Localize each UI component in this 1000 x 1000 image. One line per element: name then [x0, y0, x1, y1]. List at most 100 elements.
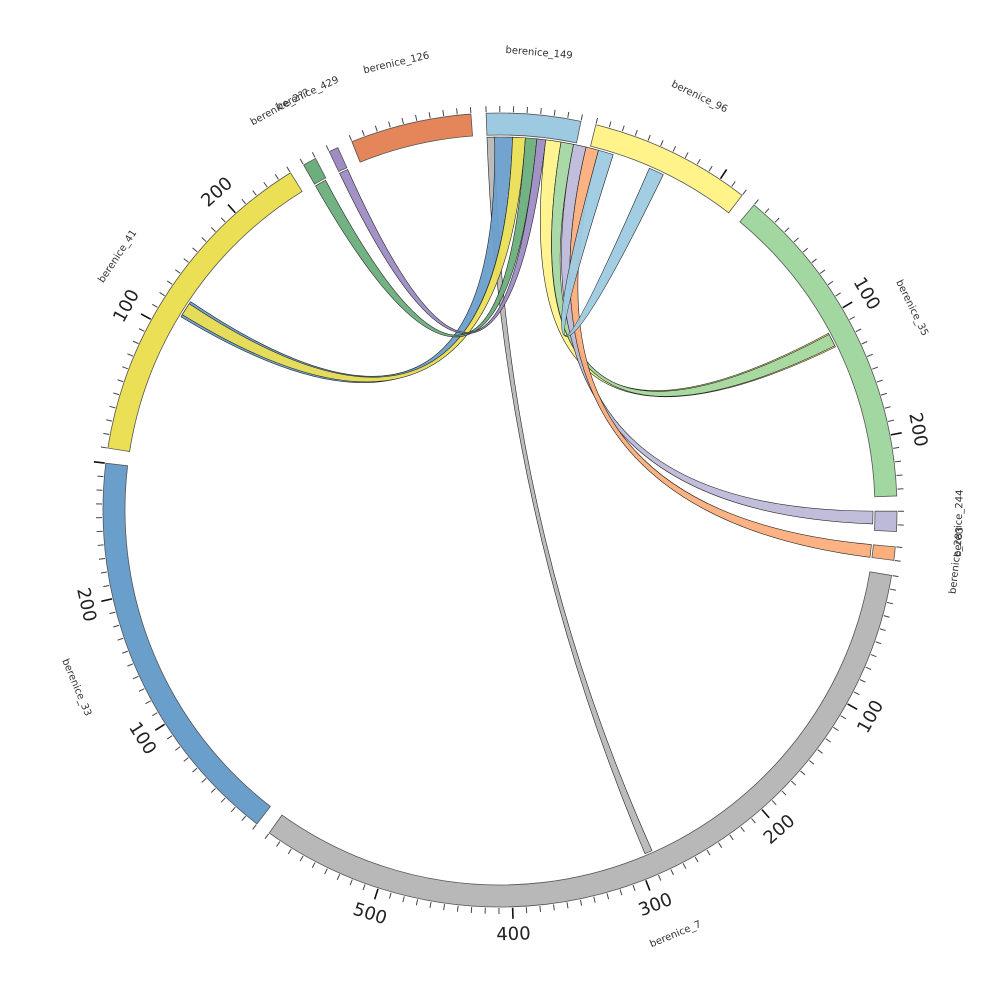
- minor-tick: [684, 152, 689, 158]
- minor-tick: [210, 227, 216, 232]
- minor-tick: [106, 419, 113, 422]
- minor-tick: [867, 353, 873, 357]
- minor-tick: [132, 675, 139, 680]
- minor-tick: [183, 258, 189, 263]
- minor-tick: [103, 584, 110, 588]
- minor-tick: [835, 292, 841, 297]
- ribbon-layer: [180, 136, 874, 855]
- chord-ribbon[interactable]: [561, 149, 664, 337]
- minor-tick: [647, 134, 651, 141]
- segment-berenice-283[interactable]: [871, 544, 896, 561]
- minor-tick: [708, 165, 713, 172]
- minor-tick: [606, 893, 610, 900]
- minor-tick: [875, 641, 882, 645]
- minor-tick: [566, 902, 569, 909]
- tick-label: 100: [853, 697, 888, 737]
- minor-tick: [264, 833, 269, 839]
- minor-tick: [764, 208, 770, 214]
- major-tick: [154, 723, 166, 731]
- major-tick: [373, 888, 379, 900]
- minor-tick: [894, 560, 901, 562]
- tick-label: 100: [849, 274, 885, 314]
- minor-tick: [802, 247, 809, 253]
- minor-tick: [811, 258, 817, 264]
- minor-tick: [608, 121, 612, 128]
- minor-tick: [109, 611, 116, 615]
- minor-tick: [793, 237, 799, 243]
- segment-berenice-7[interactable]: [268, 571, 893, 908]
- minor-tick: [299, 158, 304, 165]
- minor-tick: [428, 112, 431, 119]
- minor-tick: [853, 691, 860, 696]
- minor-tick: [287, 848, 292, 855]
- segment-berenice-2[interactable]: [303, 157, 327, 185]
- minor-tick: [876, 379, 883, 383]
- minor-tick: [840, 715, 847, 720]
- segment-label: berenice_33: [59, 657, 93, 718]
- minor-tick: [621, 125, 625, 132]
- minor-tick: [166, 280, 173, 285]
- segment-berenice-149[interactable]: [485, 112, 582, 144]
- minor-tick: [892, 575, 899, 578]
- minor-tick: [800, 770, 806, 776]
- minor-tick: [286, 166, 291, 173]
- minor-tick: [696, 158, 701, 165]
- segment-berenice-429[interactable]: [328, 147, 348, 173]
- minor-tick: [325, 145, 330, 151]
- chord-ribbon[interactable]: [315, 137, 538, 338]
- minor-tick: [252, 824, 257, 830]
- minor-tick: [183, 757, 189, 762]
- minor-tick: [362, 884, 366, 891]
- minor-tick: [870, 654, 877, 658]
- minor-tick: [849, 316, 855, 321]
- minor-tick: [731, 181, 736, 187]
- segment-berenice-96[interactable]: [590, 124, 743, 214]
- minor-tick: [660, 140, 664, 147]
- segment-label: berenice_429: [275, 75, 341, 113]
- minor-tick: [336, 874, 341, 880]
- minor-tick: [833, 726, 839, 732]
- minor-tick: [883, 615, 890, 618]
- minor-tick: [887, 601, 894, 605]
- minor-tick: [781, 790, 787, 796]
- minor-tick: [817, 749, 823, 754]
- minor-tick: [754, 199, 759, 205]
- minor-tick: [879, 628, 886, 632]
- minor-tick: [634, 129, 638, 136]
- minor-tick: [706, 849, 711, 856]
- minor-tick: [672, 145, 677, 152]
- segment-berenice-33[interactable]: [102, 462, 271, 825]
- minor-tick: [97, 544, 104, 546]
- minor-tick: [152, 712, 158, 717]
- minor-tick: [241, 198, 247, 205]
- minor-tick: [388, 892, 392, 899]
- minor-tick: [895, 460, 902, 463]
- minor-tick: [859, 679, 866, 683]
- segment-berenice-41[interactable]: [107, 172, 303, 452]
- minor-tick: [174, 269, 181, 274]
- minor-tick: [252, 190, 257, 196]
- segment-berenice-35[interactable]: [739, 204, 898, 498]
- minor-tick: [880, 392, 887, 396]
- minor-tick: [774, 217, 780, 223]
- major-tick: [842, 301, 853, 309]
- minor-tick: [539, 905, 542, 913]
- major-tick: [719, 169, 728, 180]
- minor-tick: [740, 826, 745, 832]
- minor-tick: [429, 901, 432, 908]
- chord-ribbon[interactable]: [181, 136, 526, 383]
- chord-ribbon[interactable]: [339, 138, 547, 334]
- minor-tick: [827, 280, 834, 286]
- minor-tick: [825, 738, 831, 743]
- minor-tick: [791, 780, 797, 786]
- minor-tick: [276, 841, 281, 847]
- segment-berenice-244[interactable]: [874, 510, 898, 533]
- minor-tick: [808, 760, 815, 765]
- minor-tick: [718, 842, 723, 848]
- major-tick: [227, 204, 236, 214]
- tick-label: 400: [496, 923, 531, 945]
- minor-tick: [324, 868, 328, 875]
- segment-berenice-126[interactable]: [351, 113, 473, 163]
- minor-tick: [97, 475, 104, 478]
- major-tick: [761, 809, 770, 819]
